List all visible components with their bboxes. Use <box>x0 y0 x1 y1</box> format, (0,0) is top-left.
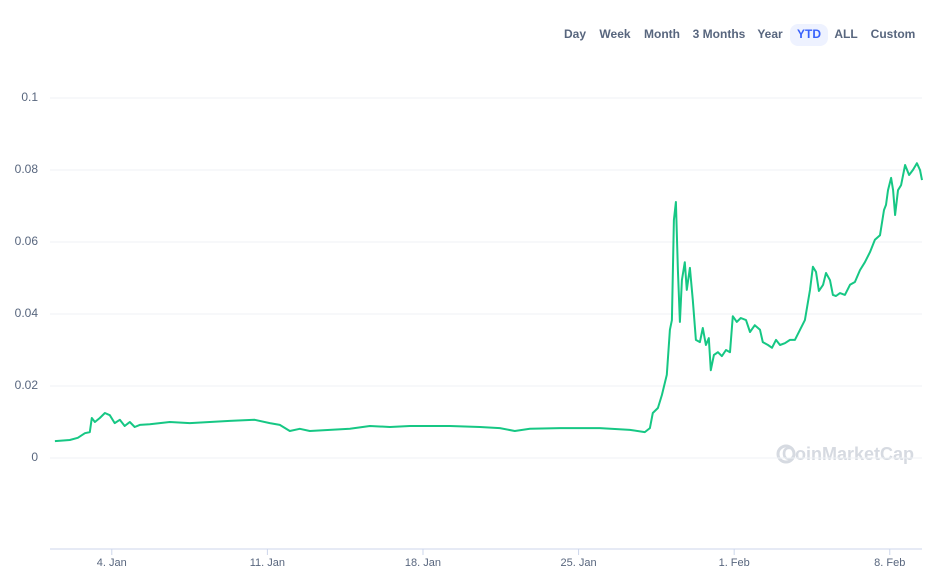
x-tick-label: 8. Feb <box>874 557 905 569</box>
range-button[interactable]: 3 Months <box>693 27 746 41</box>
range-buttons: Day Week Month 3 Months Year YTD ALL Custom <box>564 24 915 46</box>
watermark: CoinMarketCap <box>782 444 914 464</box>
range-button[interactable]: Day <box>564 27 586 41</box>
range-button[interactable]: Custom <box>871 27 916 41</box>
y-tick-label: 0.04 <box>15 306 39 320</box>
range-button[interactable]: Week <box>599 27 630 41</box>
y-tick-label: 0 <box>31 450 38 464</box>
range-button[interactable]: Month <box>644 27 680 41</box>
y-tick-label: 0.1 <box>21 90 38 104</box>
price-line <box>54 162 923 443</box>
range-button[interactable]: Year <box>757 27 783 41</box>
y-tick-label: 0.08 <box>15 162 39 176</box>
y-tick-label: 0.06 <box>15 234 39 248</box>
selected-button-bg <box>790 24 828 46</box>
x-tick-label: 1. Feb <box>719 557 750 569</box>
y-tick-label: 0.02 <box>15 378 39 392</box>
watermark-logo <box>776 444 796 464</box>
x-tick-label: 4. Jan <box>97 557 127 569</box>
range-button[interactable]: YTD <box>797 27 821 41</box>
range-button[interactable]: ALL <box>834 27 857 41</box>
x-tick-label: 18. Jan <box>405 557 441 569</box>
x-tick-label: 11. Jan <box>250 557 285 569</box>
x-tick-label: 25. Jan <box>561 557 597 569</box>
